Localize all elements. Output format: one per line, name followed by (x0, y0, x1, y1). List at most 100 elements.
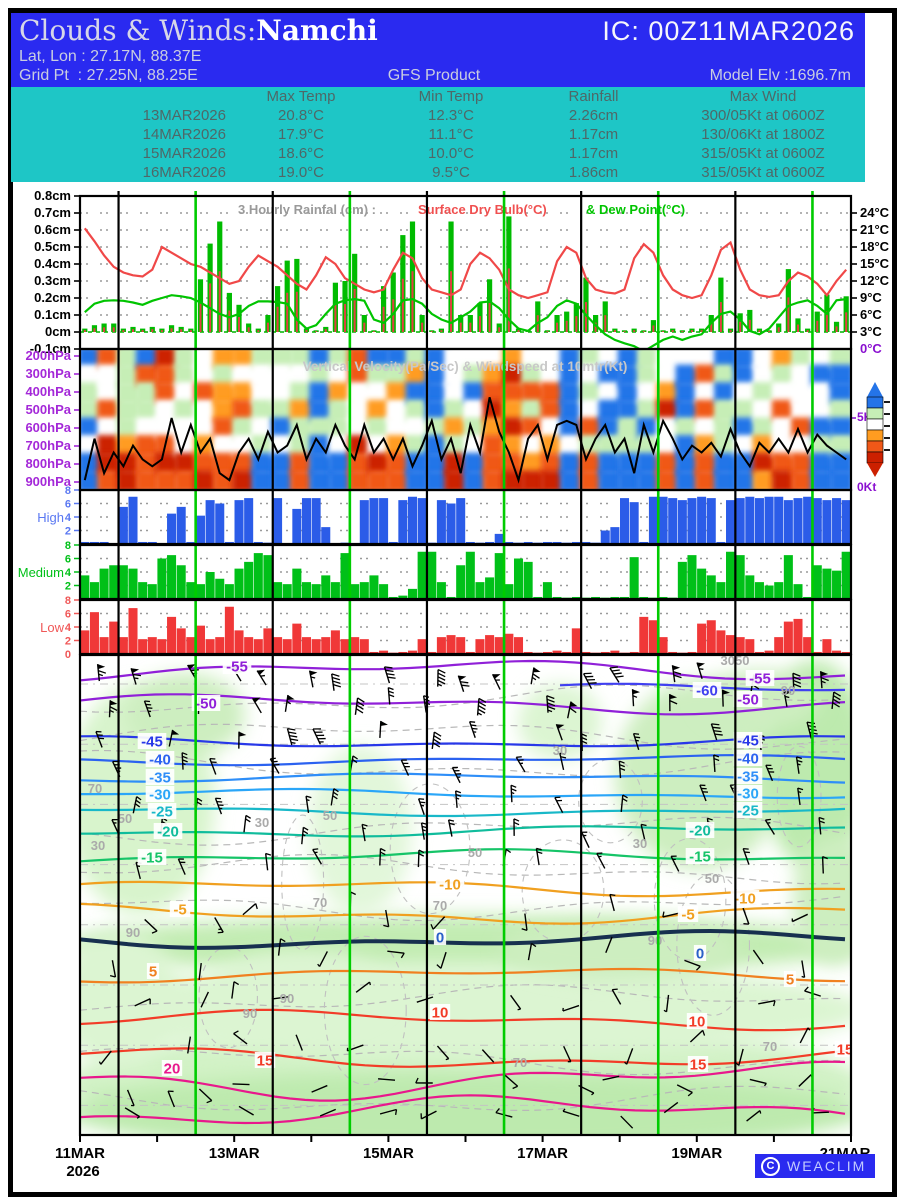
wind-barb (167, 1090, 176, 1108)
vv-cell (155, 364, 179, 387)
label-chip (693, 945, 707, 961)
cloud-bar (340, 639, 350, 654)
vv-cell (598, 364, 622, 387)
rh-label: 70 (88, 781, 102, 796)
vv-cell (290, 470, 314, 490)
isotherm-extra (80, 1094, 846, 1125)
humidity-shade (500, 920, 740, 980)
wind-barb (312, 728, 321, 745)
wind-barb (559, 753, 565, 771)
vv-cell (193, 364, 217, 387)
cloud-bar (128, 608, 138, 654)
wind-barb (200, 991, 210, 1008)
wind-barb (361, 824, 366, 842)
vv-cell (656, 349, 680, 369)
vv-cell (367, 364, 391, 387)
rain-bar-conv (459, 322, 462, 332)
vv-cell (675, 399, 699, 422)
wind-barb (214, 917, 224, 933)
table-cell: 1.17cm (568, 126, 619, 143)
cloud-bar (138, 639, 148, 654)
wind-barb (689, 1029, 704, 1043)
cloud-tick-label: 2 (65, 581, 71, 593)
wind-barb (318, 951, 328, 967)
wind-barb (670, 855, 680, 872)
wind-barb (696, 662, 703, 679)
cloud-bar (629, 502, 639, 544)
cloud-bar (417, 498, 427, 544)
vv-cell (559, 452, 584, 475)
isotherm-label: 20 (164, 1061, 181, 1078)
vv-cell (270, 399, 295, 422)
vv-cell (810, 399, 834, 422)
rain-bar-conv (469, 322, 472, 332)
cloud-bar (735, 498, 745, 544)
wind-barb (746, 1110, 761, 1122)
table-cell: Max Wind (729, 88, 797, 105)
wind-barb (95, 731, 103, 748)
label-chip (435, 876, 465, 892)
vv-cell (135, 417, 160, 440)
vv-cell (521, 470, 545, 490)
isotherm--25 (80, 807, 846, 818)
rain-bar-conv (739, 321, 742, 332)
rh-label: 90 (126, 925, 140, 940)
cloud-tick-label: 0 (65, 649, 71, 661)
y-axis-label-temp: 9°C (860, 290, 882, 305)
cloud-bar (234, 500, 244, 544)
date-label: 19MAR (671, 1145, 722, 1162)
cloud-bar (80, 575, 90, 599)
vv-cell (559, 417, 584, 440)
vv-cell (444, 470, 468, 490)
date-axis: 11MAR13MAR15MAR17MAR19MAR21MAR2026 (55, 1135, 871, 1180)
rain-bar-conv (266, 322, 269, 332)
vv-cell (347, 364, 372, 387)
windspeed-scale-label: 0Kt (857, 480, 876, 494)
cloud-bar (118, 637, 128, 654)
vv-cell (328, 417, 352, 440)
rain-bar-conv (565, 320, 568, 332)
cloud-bar (311, 584, 321, 599)
cloud-bar (99, 637, 109, 654)
rain-bar-conv (440, 330, 443, 332)
isotherm-label: -40 (737, 751, 759, 768)
rain-bar-conv (517, 330, 520, 332)
rain-bar-conv (295, 291, 298, 332)
vv-cell (270, 364, 295, 387)
wind-barb (319, 1108, 337, 1117)
wind-barb (798, 1074, 812, 1087)
cloud-bar (273, 498, 283, 544)
cloud-bar (832, 650, 842, 654)
vv-cell (752, 382, 776, 404)
vv-cell (328, 470, 352, 490)
cloud-bar (764, 496, 774, 544)
vv-cell (521, 399, 545, 422)
vv-cell (771, 452, 796, 475)
vv-cell (155, 435, 179, 457)
cloud-bar (726, 500, 736, 544)
isotherm-label: -55 (226, 659, 248, 676)
table-cell: 9.5°C (432, 164, 470, 181)
wind10m-line (83, 397, 847, 484)
wind-barb (783, 689, 788, 707)
wind-barb (308, 670, 314, 688)
vv-cell (714, 452, 738, 475)
y-axis-label-hpa: 900hPa (25, 474, 71, 489)
cloud-bar (832, 498, 842, 544)
vv-cell (502, 382, 526, 404)
rain-bar-conv (257, 330, 260, 332)
vv-cell (97, 417, 121, 440)
rh-label: 70 (313, 895, 327, 910)
vv-cell (540, 364, 564, 387)
vv-cell (617, 470, 641, 490)
vv-cell (290, 417, 314, 440)
wind-barb (143, 700, 151, 718)
vv-cell (636, 364, 661, 387)
rh-label: 30 (91, 838, 105, 853)
y-axis-label-cm: 0.4cm (34, 256, 71, 271)
vv-cell (328, 349, 352, 369)
vv-cell (771, 470, 796, 490)
isotherm-label: -50 (737, 692, 759, 709)
cloud-panel-label: Medium (18, 565, 64, 580)
vv-cell (116, 470, 140, 490)
